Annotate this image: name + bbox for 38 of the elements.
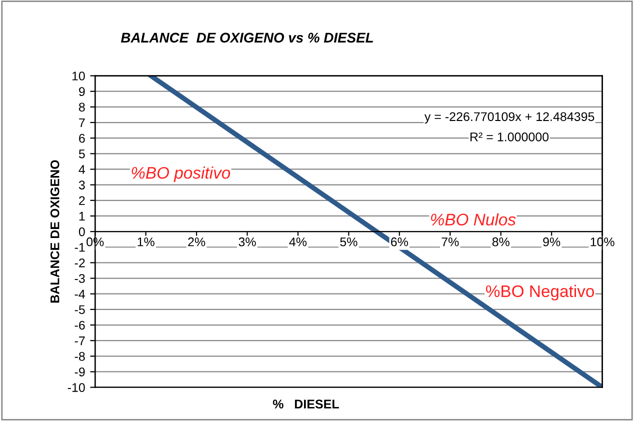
y-tick-label: 4 [78,165,86,174]
annotation: R² = 1.000000 [470,132,549,142]
x-tick-label: 4% [289,237,307,246]
x-tick-label: 9% [543,237,560,246]
y-tick-label: 8 [78,102,85,112]
annotation: %BO Nulos [431,213,516,226]
x-tick-label: 3% [238,237,256,246]
annotation: %BO positivo [132,166,230,182]
y-tick-label: -7 [74,336,85,346]
x-axis-title: % DIESEL [272,400,339,408]
y-tick-label: -3 [74,274,85,283]
y-tick-label: 10 [72,72,85,80]
x-tick-label: 7% [442,237,459,246]
y-tick-label: 5 [78,150,85,158]
y-tick-label: -9 [74,368,85,376]
x-tick-label: 8% [492,237,510,246]
y-tick-label: 9 [79,87,85,96]
y-tick-label: -1 [74,243,85,252]
y-tick-label: 3 [78,180,85,190]
annotation: y = -226.770109x + 12.484395 [424,112,594,124]
y-tick-label: 2 [79,196,85,205]
chart-title: BALANCE DE OXIGENO vs % DIESEL [120,32,374,43]
y-tick-label: 1 [79,212,85,220]
y-axis-title: BALANCE DE OXIGENO [50,160,60,303]
y-tick-label: -8 [74,352,85,361]
y-tick-label: 0 [78,227,85,236]
y-tick-label: -2 [74,258,85,268]
x-tick-label: 1% [138,237,154,246]
x-tick-label: 6% [391,237,408,246]
y-tick-label: 6 [79,134,85,143]
y-tick-label: -4 [74,290,86,298]
y-tick-label: -10 [68,383,85,392]
y-tick-label: -6 [74,320,85,330]
y-tick-label: 7 [79,118,85,128]
x-tick-label: 5% [340,237,358,246]
x-tick-label: 2% [188,237,206,246]
annotation: %BO Negativo [486,284,594,300]
y-tick-label: -5 [74,305,85,314]
